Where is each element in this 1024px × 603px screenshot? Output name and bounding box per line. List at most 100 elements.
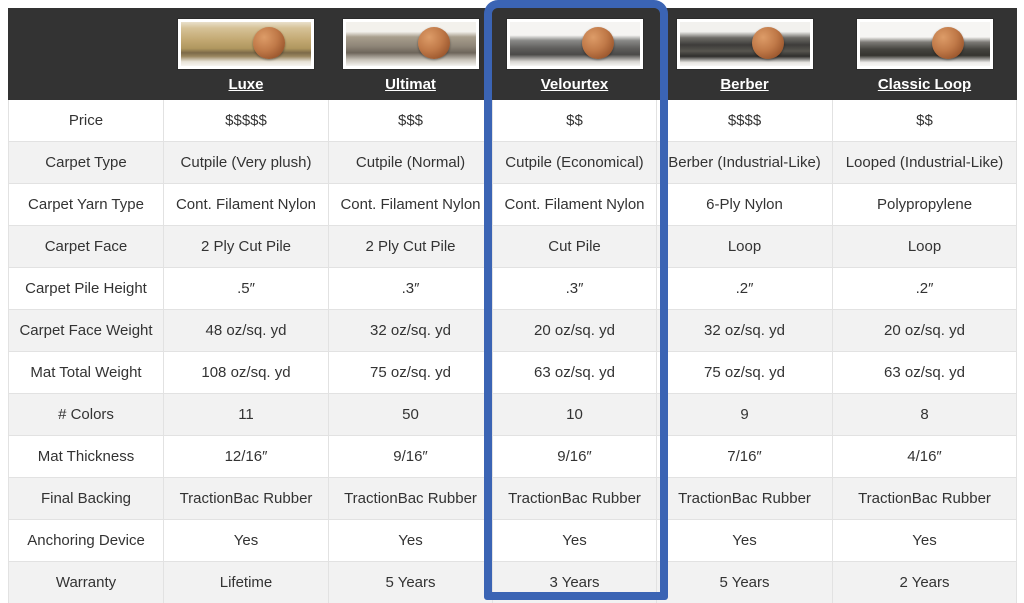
comparison-table: Luxe Ultimat Velourtex Berber Classic Lo…	[8, 8, 1017, 603]
table-row-warranty: Warranty Lifetime 5 Years 3 Years 5 Year…	[8, 561, 1017, 603]
cell-value: .2″	[656, 267, 833, 310]
cell-value: TractionBac Rubber	[656, 477, 833, 520]
row-label: Mat Total Weight	[8, 351, 164, 394]
product-link-velourtex[interactable]: Velourtex	[540, 76, 609, 93]
cell-value: 63 oz/sq. yd	[832, 351, 1017, 394]
cell-value: Cutpile (Very plush)	[163, 141, 329, 184]
product-link-ultimat[interactable]: Ultimat	[385, 76, 436, 93]
cell-value: .5″	[163, 267, 329, 310]
table-row-carpet-pile-height: Carpet Pile Height .5″ .3″ .3″ .2″ .2″	[8, 267, 1017, 310]
product-link-luxe[interactable]: Luxe	[228, 76, 264, 93]
penny-icon	[931, 27, 964, 59]
product-link-berber[interactable]: Berber	[720, 76, 769, 93]
table-row-num-colors: # Colors 11 50 10 9 8	[8, 393, 1017, 436]
row-label: Carpet Face	[8, 225, 164, 268]
cell-value: $$$	[328, 99, 493, 142]
cell-value: 9	[656, 393, 833, 436]
cell-value: Yes	[832, 519, 1017, 562]
header-spacer-cell	[8, 8, 164, 100]
table-row-anchoring-device: Anchoring Device Yes Yes Yes Yes Yes	[8, 519, 1017, 562]
product-header-ultimat: Ultimat	[328, 8, 493, 100]
row-label: Carpet Yarn Type	[8, 183, 164, 226]
cell-value: 108 oz/sq. yd	[163, 351, 329, 394]
cell-value: TractionBac Rubber	[328, 477, 493, 520]
product-header-classic-loop: Classic Loop	[832, 8, 1017, 100]
cell-value: 2 Years	[832, 561, 1017, 603]
product-link-classic-loop[interactable]: Classic Loop	[877, 76, 972, 93]
penny-icon	[581, 27, 614, 59]
cell-value: Berber (Industrial-Like)	[656, 141, 833, 184]
cell-value: Yes	[328, 519, 493, 562]
carpet-swatch-penny-photo[interactable]	[342, 19, 479, 69]
row-label: Anchoring Device	[8, 519, 164, 562]
cell-value: TractionBac Rubber	[832, 477, 1017, 520]
penny-icon	[751, 27, 784, 59]
cell-value: 11	[163, 393, 329, 436]
cell-value: 63 oz/sq. yd	[492, 351, 657, 394]
carpet-swatch-penny-photo[interactable]	[506, 19, 643, 69]
carpet-swatch-penny-photo[interactable]	[676, 19, 813, 69]
row-label: Price	[8, 99, 164, 142]
product-header-velourtex: Velourtex	[492, 8, 657, 100]
table-row-mat-thickness: Mat Thickness 12/16″ 9/16″ 9/16″ 7/16″ 4…	[8, 435, 1017, 478]
table-row-carpet-yarn-type: Carpet Yarn Type Cont. Filament Nylon Co…	[8, 183, 1017, 226]
cell-value: .2″	[832, 267, 1017, 310]
cell-value: 20 oz/sq. yd	[492, 309, 657, 352]
cell-value: 12/16″	[163, 435, 329, 478]
cell-value: $$$$	[656, 99, 833, 142]
cell-value: Cutpile (Economical)	[492, 141, 657, 184]
cell-value: $$	[492, 99, 657, 142]
table-row-price: Price $$$$$ $$$ $$ $$$$ $$	[8, 99, 1017, 142]
cell-value: Lifetime	[163, 561, 329, 603]
cell-value: 10	[492, 393, 657, 436]
cell-value: 6-Ply Nylon	[656, 183, 833, 226]
cell-value: 5 Years	[656, 561, 833, 603]
product-header-berber: Berber	[656, 8, 833, 100]
cell-value: 32 oz/sq. yd	[656, 309, 833, 352]
cell-value: Cut Pile	[492, 225, 657, 268]
cell-value: 5 Years	[328, 561, 493, 603]
cell-value: 48 oz/sq. yd	[163, 309, 329, 352]
cell-value: 20 oz/sq. yd	[832, 309, 1017, 352]
cell-value: 3 Years	[492, 561, 657, 603]
cell-value: 75 oz/sq. yd	[328, 351, 493, 394]
table-row-carpet-face-weight: Carpet Face Weight 48 oz/sq. yd 32 oz/sq…	[8, 309, 1017, 352]
row-label: Carpet Pile Height	[8, 267, 164, 310]
cell-value: 4/16″	[832, 435, 1017, 478]
cell-value: 32 oz/sq. yd	[328, 309, 493, 352]
cell-value: 50	[328, 393, 493, 436]
cell-value: 75 oz/sq. yd	[656, 351, 833, 394]
cell-value: .3″	[492, 267, 657, 310]
cell-value: Cont. Filament Nylon	[163, 183, 329, 226]
cell-value: TractionBac Rubber	[492, 477, 657, 520]
table-row-final-backing: Final Backing TractionBac Rubber Tractio…	[8, 477, 1017, 520]
cell-value: $$$$$	[163, 99, 329, 142]
cell-value: 9/16″	[328, 435, 493, 478]
table-row-carpet-type: Carpet Type Cutpile (Very plush) Cutpile…	[8, 141, 1017, 184]
cell-value: $$	[832, 99, 1017, 142]
cell-value: 7/16″	[656, 435, 833, 478]
carpet-swatch-penny-photo[interactable]	[178, 19, 314, 69]
row-label: # Colors	[8, 393, 164, 436]
cell-value: Looped (Industrial-Like)	[832, 141, 1017, 184]
penny-icon	[417, 27, 450, 59]
row-label: Carpet Face Weight	[8, 309, 164, 352]
product-header-luxe: Luxe	[163, 8, 329, 100]
row-label: Final Backing	[8, 477, 164, 520]
carpet-swatch-penny-photo[interactable]	[856, 19, 993, 69]
cell-value: Yes	[656, 519, 833, 562]
cell-value: Yes	[492, 519, 657, 562]
cell-value: Cont. Filament Nylon	[328, 183, 493, 226]
table-row-carpet-face: Carpet Face 2 Ply Cut Pile 2 Ply Cut Pil…	[8, 225, 1017, 268]
cell-value: Polypropylene	[832, 183, 1017, 226]
cell-value: 2 Ply Cut Pile	[328, 225, 493, 268]
cell-value: 2 Ply Cut Pile	[163, 225, 329, 268]
row-label: Carpet Type	[8, 141, 164, 184]
cell-value: Loop	[656, 225, 833, 268]
penny-icon	[253, 27, 285, 59]
cell-value: Cont. Filament Nylon	[492, 183, 657, 226]
cell-value: Yes	[163, 519, 329, 562]
row-label: Warranty	[8, 561, 164, 603]
cell-value: Loop	[832, 225, 1017, 268]
